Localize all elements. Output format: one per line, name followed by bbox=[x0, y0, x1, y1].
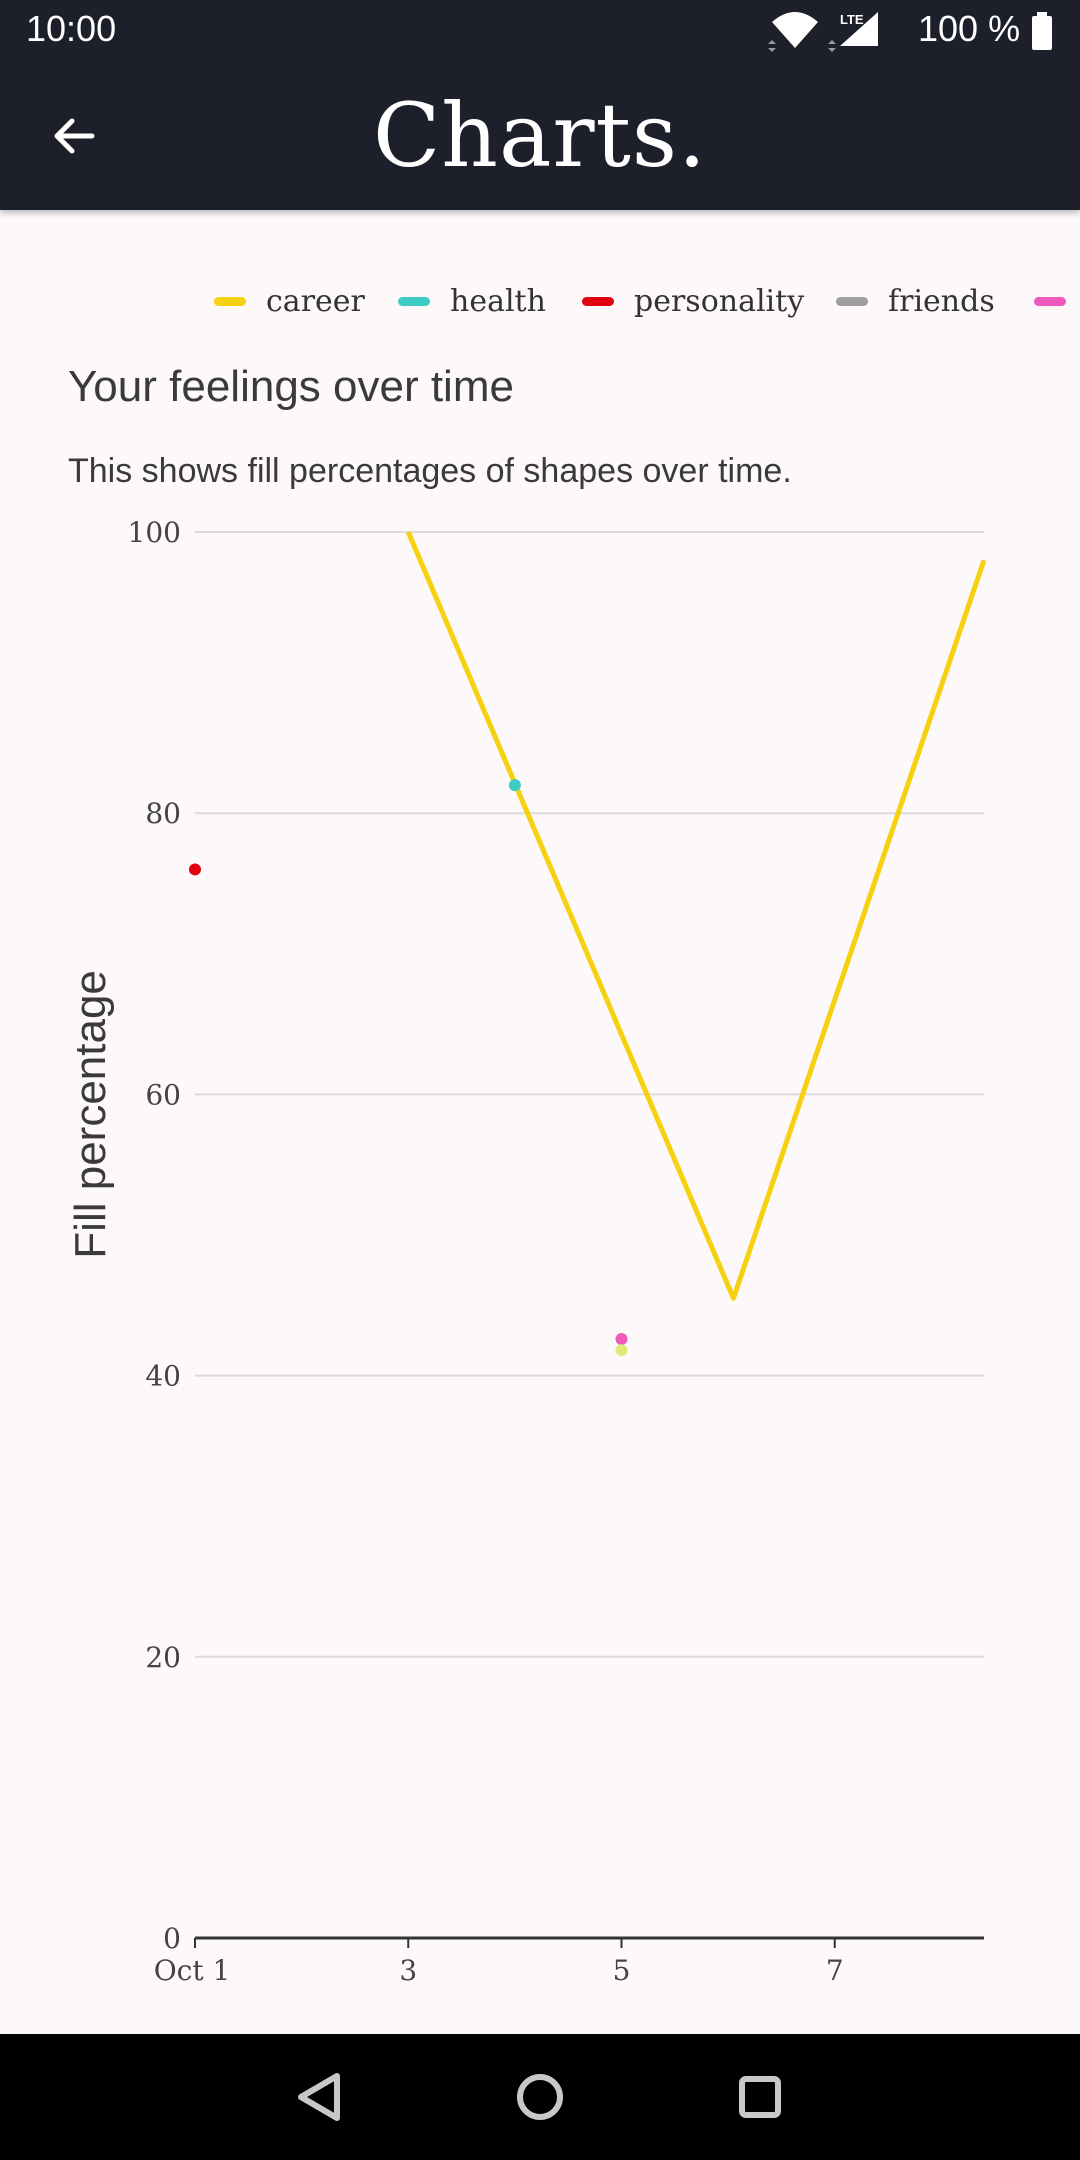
line-chart: 0 20 40 60 80 100 Oct 1 3 5 7 Fill percentage bbox=[66, 516, 987, 1987]
battery-icon bbox=[1032, 12, 1052, 50]
y-tick-label: 80 bbox=[145, 797, 181, 830]
battery-percentage: 100 % bbox=[918, 8, 1021, 49]
chart-title: Your feelings over time bbox=[68, 362, 514, 411]
series-line-career bbox=[405, 531, 987, 1301]
nav-recents-button[interactable] bbox=[725, 2062, 795, 2132]
nav-back-icon bbox=[298, 2073, 340, 2121]
nav-home-button[interactable] bbox=[505, 2062, 575, 2132]
wifi-signal-icons: LTE bbox=[768, 12, 878, 52]
chart-series bbox=[189, 531, 987, 1357]
nav-recents-icon bbox=[739, 2076, 781, 2118]
svg-text:LTE: LTE bbox=[840, 12, 864, 27]
navigation-bar bbox=[0, 2034, 1080, 2160]
y-axis-label: Fill percentage bbox=[66, 970, 115, 1259]
app-bar: Charts. bbox=[0, 62, 1080, 210]
y-tick-label: 100 bbox=[128, 516, 181, 549]
legend-swatch-friends bbox=[836, 296, 868, 306]
nav-back-button[interactable] bbox=[285, 2062, 355, 2132]
chart-grid bbox=[195, 531, 984, 1658]
chart-subtitle: This shows fill percentages of shapes ov… bbox=[68, 452, 792, 490]
nav-home-icon bbox=[517, 2074, 563, 2120]
chart-axes: 0 20 40 60 80 100 Oct 1 3 5 7 bbox=[128, 516, 984, 1987]
legend-item-personality[interactable]: personality bbox=[582, 276, 804, 326]
arrow-left-icon bbox=[54, 118, 95, 154]
x-tick-label: 5 bbox=[613, 1954, 631, 1987]
data-point-personality bbox=[189, 863, 201, 876]
legend-item-career[interactable]: career bbox=[214, 276, 365, 326]
status-bar: 10:00 LTE 100 % bbox=[0, 0, 1080, 62]
legend-item-health[interactable]: health bbox=[398, 276, 546, 326]
page-title: Charts. bbox=[372, 84, 708, 187]
status-icons: LTE 100 % bbox=[760, 0, 1080, 62]
legend-label: career bbox=[266, 283, 365, 319]
x-tick-label: 7 bbox=[826, 1954, 844, 1987]
data-point-unnamed bbox=[615, 1333, 628, 1346]
y-tick-label: 60 bbox=[145, 1078, 181, 1111]
y-tick-label: 0 bbox=[163, 1922, 181, 1955]
status-time: 10:00 bbox=[26, 8, 117, 49]
legend-swatch-personality bbox=[582, 296, 614, 306]
legend-label: friends bbox=[888, 283, 995, 319]
data-point-health bbox=[508, 779, 521, 792]
legend-swatch-career bbox=[214, 296, 246, 306]
chart-legend: career health personality friends bbox=[0, 276, 1080, 326]
wifi-icon bbox=[768, 12, 818, 52]
legend-swatch-pink bbox=[1034, 296, 1066, 306]
y-tick-label: 20 bbox=[145, 1641, 181, 1674]
legend-item-pink[interactable] bbox=[1034, 276, 1080, 326]
data-point-unnamed bbox=[615, 1344, 628, 1357]
y-tick-label: 40 bbox=[145, 1360, 181, 1393]
back-button[interactable] bbox=[38, 100, 110, 172]
legend-label: health bbox=[450, 283, 546, 319]
x-tick-label: 3 bbox=[399, 1954, 417, 1987]
legend-swatch-health bbox=[398, 296, 430, 306]
x-tick-label: Oct 1 bbox=[154, 1954, 231, 1987]
signal-icon: LTE bbox=[828, 12, 878, 52]
legend-item-friends[interactable]: friends bbox=[836, 276, 995, 326]
legend-label: personality bbox=[634, 283, 805, 319]
